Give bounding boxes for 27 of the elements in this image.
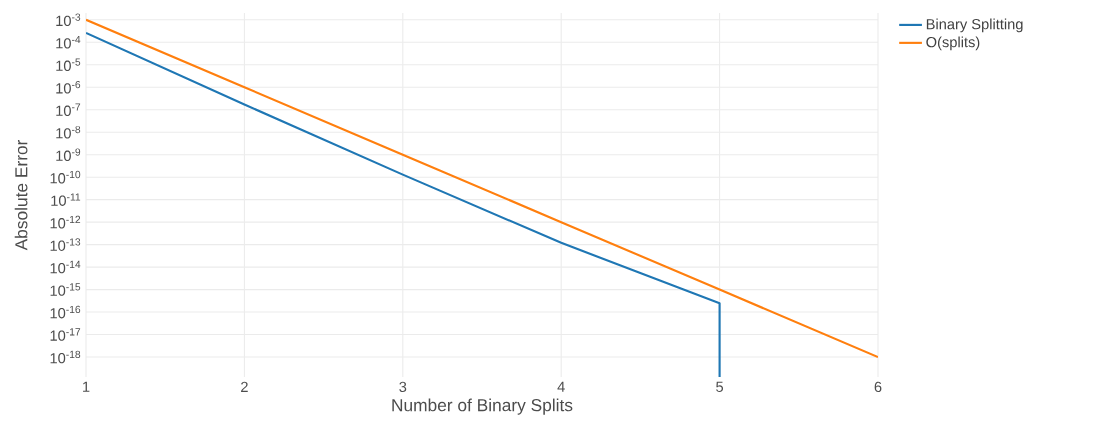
y-tick-label: 10$^{-15}$ [50, 283, 81, 296]
x-tick-label: 5 [716, 381, 724, 392]
y-tick-label: 10$^{-10}$ [50, 170, 81, 184]
y-tick-label: 10$^{-14}$ [50, 260, 81, 274]
y-tick-label: 10$^{-17}$ [50, 328, 81, 341]
x-tick-label: 3 [399, 381, 407, 393]
y-tick-label: 10$^{-12}$ [50, 215, 81, 229]
y-tick-label: 10$^{-11}$ [51, 193, 81, 206]
x-tick-label: 6 [874, 381, 882, 393]
y-tick-label: 10$^{-4}$ [56, 35, 81, 49]
y-tick-label: 10$^{-3}$ [56, 13, 81, 27]
y-tick-label: 10$^{-5}$ [56, 58, 81, 71]
x-axis-title: Number of Binary Splits [392, 398, 573, 415]
x-tick-label: 4 [557, 381, 565, 392]
line-series [86, 31, 721, 377]
x-tick-label: 2 [241, 381, 248, 392]
y-tick-label: 10$^{-13}$ [50, 238, 81, 251]
y-tick-label: 10$^{-6}$ [56, 80, 81, 94]
x-tick-label: 1 [83, 381, 90, 392]
y-axis-title: Absolute Error [14, 139, 28, 251]
legend-label: Binary Splitting [926, 18, 1023, 33]
y-tick-label: 10$^{-16}$ [50, 305, 81, 319]
legend-label: O(splits) [926, 36, 980, 51]
y-tick-label: 10$^{-9}$ [56, 148, 81, 161]
y-tick-label: 10$^{-18}$ [50, 350, 81, 364]
y-tick-label: 10$^{-8}$ [56, 125, 81, 139]
y-tick-label: 10$^{-7}$ [56, 103, 81, 116]
